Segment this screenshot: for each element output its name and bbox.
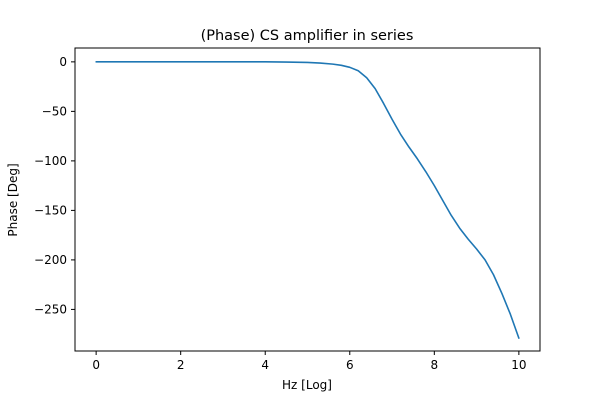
y-tick-label: −150 [34, 203, 67, 217]
x-tick-label: 8 [430, 358, 438, 372]
series-line [95, 61, 520, 339]
y-tick-label: 0 [59, 55, 67, 69]
x-tick-label: 0 [92, 358, 100, 372]
y-tick-label: −200 [34, 253, 67, 267]
x-tick-label: 6 [346, 358, 354, 372]
chart-title: (Phase) CS amplifier in series [201, 28, 414, 44]
y-axis-title: Phase [Deg] [6, 163, 20, 236]
plot-area: 0 2 4 6 8 10 0 −50 −100 −150 −200 −250 [34, 47, 541, 372]
x-tick-label: 10 [511, 358, 526, 372]
x-tick-label: 2 [177, 358, 185, 372]
y-tick-label: −50 [42, 104, 67, 118]
axes-frame [74, 47, 541, 352]
x-axis-title: Hz [Log] [282, 378, 332, 392]
x-tick-label: 4 [261, 358, 269, 372]
y-tick-label: −100 [34, 154, 67, 168]
y-tick-label: −250 [34, 302, 67, 316]
